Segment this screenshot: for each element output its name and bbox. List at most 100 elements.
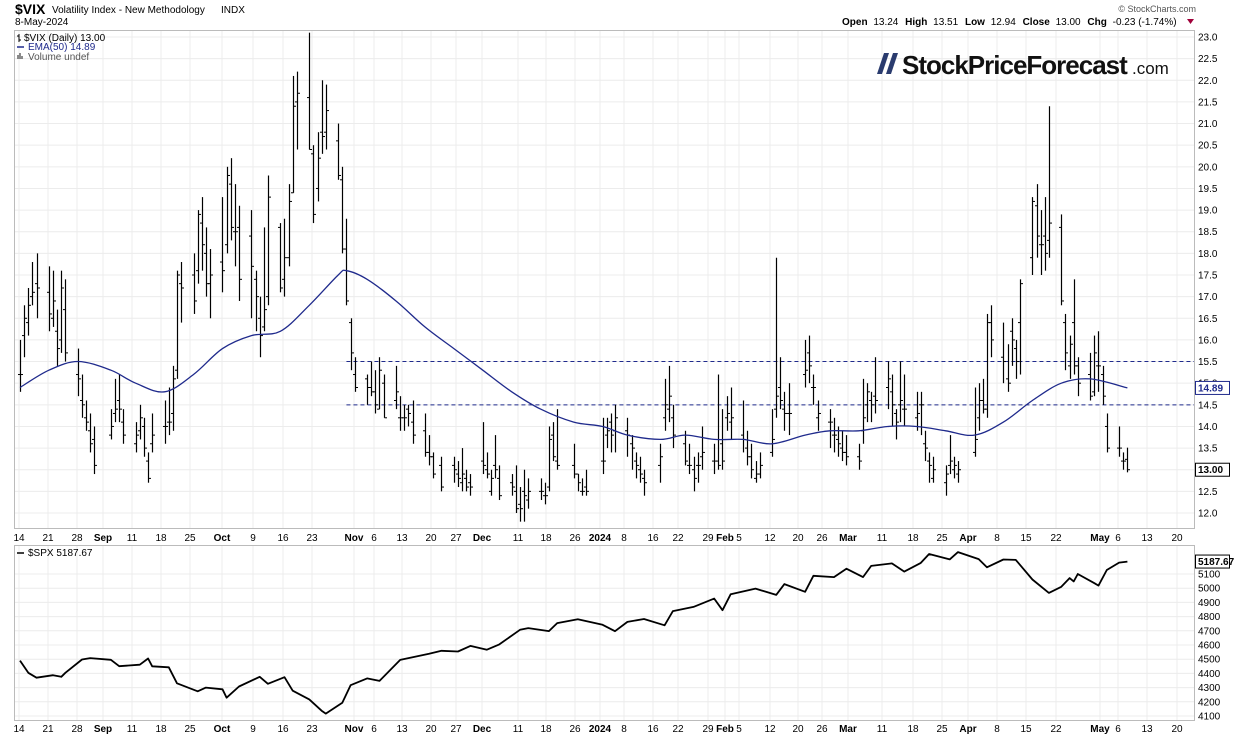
x-axis-label: May (1090, 533, 1110, 544)
x-axis-label: 6 (371, 533, 377, 544)
x-axis-label: 16 (647, 724, 659, 735)
ohlc-bar (80, 374, 85, 418)
svg-text:14.89: 14.89 (1198, 383, 1223, 394)
vix-y-tick-label: 16.0 (1198, 335, 1218, 346)
ohlc-bar (927, 452, 932, 483)
ohlc-bar (167, 387, 172, 436)
ohlc-bar (266, 175, 271, 306)
vix-y-tick-label: 18.0 (1198, 249, 1218, 260)
ohlc-bar (683, 430, 688, 466)
x-axis-label: 11 (513, 724, 524, 735)
x-axis-label: 11 (877, 724, 888, 735)
ohlc-bar (55, 309, 60, 366)
spx-y-tick-label: 4400 (1198, 669, 1221, 680)
x-axis-label: Nov (345, 533, 364, 544)
chart-date: 8-May-2024 (15, 17, 69, 28)
ohlc-bar (981, 378, 986, 414)
x-axis-label: 6 (371, 724, 377, 735)
svg-text:13.00: 13.00 (1198, 465, 1223, 476)
vix-y-tick-label: 14.0 (1198, 422, 1218, 433)
ohlc-bar (237, 205, 242, 301)
x-axis-label: 20 (792, 724, 804, 735)
x-axis-label: Sep (94, 724, 112, 735)
ohlc-bar (514, 465, 519, 513)
ohlc-bar (729, 387, 734, 440)
ohlc-bar (948, 435, 953, 475)
ohlc-bar (134, 422, 139, 453)
ohlc-bar (489, 469, 494, 496)
x-axis-label: 13 (396, 724, 408, 735)
ohlc-bar (481, 422, 486, 475)
x-axis-label: 25 (936, 533, 948, 544)
vix-y-tick-label: 19.5 (1198, 184, 1218, 195)
x-axis-label: Feb (716, 533, 734, 544)
ohlc-bar (493, 435, 498, 479)
spx-y-tick-label: 4800 (1198, 612, 1221, 623)
high-label: High (905, 17, 927, 28)
ohlc-bar (406, 404, 411, 427)
ohlc-bar (1096, 331, 1101, 392)
spx-y-tick-label: 4900 (1198, 598, 1221, 609)
x-axis-label: 21 (42, 724, 54, 735)
ohlc-bar (1121, 452, 1126, 470)
open-value: 13.24 (873, 17, 898, 28)
ohlc-bar (208, 249, 213, 319)
vix-y-tick-label: 20.5 (1198, 141, 1218, 152)
ohlc-bar (225, 166, 230, 254)
open-label: Open (842, 17, 868, 28)
ohlc-bar (179, 262, 184, 323)
ohlc-bar (869, 391, 874, 423)
x-axis-label: 6 (1115, 724, 1121, 735)
ohlc-bar (353, 357, 358, 392)
x-axis-label: May (1090, 724, 1110, 735)
symbol-description: Volatility Index - New Methodology (52, 5, 205, 16)
x-axis-label: Mar (839, 533, 857, 544)
spx-legend: $SPX 5187.67 (17, 548, 93, 559)
ohlc-bar (1072, 279, 1077, 375)
ohlc-bar (944, 465, 949, 496)
x-axis-label: 12 (764, 724, 776, 735)
ohlc-bar (671, 404, 676, 449)
high-value: 13.51 (933, 17, 958, 28)
ohlc-bar (576, 473, 581, 492)
ohlc-bar (311, 145, 316, 224)
ohlc-bar (468, 474, 473, 496)
ohlc-bar (1006, 344, 1011, 392)
spx-y-tick-label: 4700 (1198, 626, 1221, 637)
x-axis-label: 2024 (589, 724, 612, 735)
ohlc-bar (754, 461, 759, 483)
ohlc-bar (716, 374, 721, 470)
vix-last-value-tag: 13.00 (1195, 462, 1230, 477)
ohlc-bar (931, 456, 936, 483)
ohlc-bar (394, 365, 399, 410)
ohlc-bar (630, 435, 635, 470)
vix-y-tick-label: 22.0 (1198, 76, 1218, 87)
vix-y-tick-label: 20.0 (1198, 162, 1218, 173)
vix-y-tick-label: 22.5 (1198, 54, 1218, 65)
x-axis-label: 20 (792, 533, 804, 544)
ohlc-bar (1035, 184, 1040, 258)
ohlc-bar (1001, 322, 1006, 384)
down-triangle-icon (1187, 19, 1194, 24)
ohlc-bar (142, 417, 147, 457)
vix-y-tick-label: 21.5 (1198, 97, 1218, 108)
ohlc-bar (1125, 447, 1130, 473)
ohlc-bar (642, 469, 647, 496)
ohlc-bar (171, 365, 176, 431)
ohlc-bar (1018, 279, 1023, 375)
x-axis-label: 11 (877, 533, 888, 544)
x-axis-label: 13 (1141, 533, 1153, 544)
ohlc-bar (973, 387, 978, 457)
vix-y-tick-label: 17.5 (1198, 271, 1218, 282)
spx-y-tick-label: 5000 (1198, 584, 1221, 595)
ohlc-bar (18, 339, 23, 392)
vix-legend-label: $VIX (Daily) 13.00 (24, 33, 106, 44)
ohlc-bar (373, 370, 378, 414)
x-axis-label: 11 (127, 533, 138, 544)
ohlc-bar (857, 443, 862, 470)
ohlc-bar (1030, 197, 1035, 275)
ohlc-bar (220, 197, 225, 293)
x-axis-label: 22 (672, 533, 684, 544)
x-axis-label: 11 (513, 533, 524, 544)
x-axis-label: 16 (277, 533, 289, 544)
